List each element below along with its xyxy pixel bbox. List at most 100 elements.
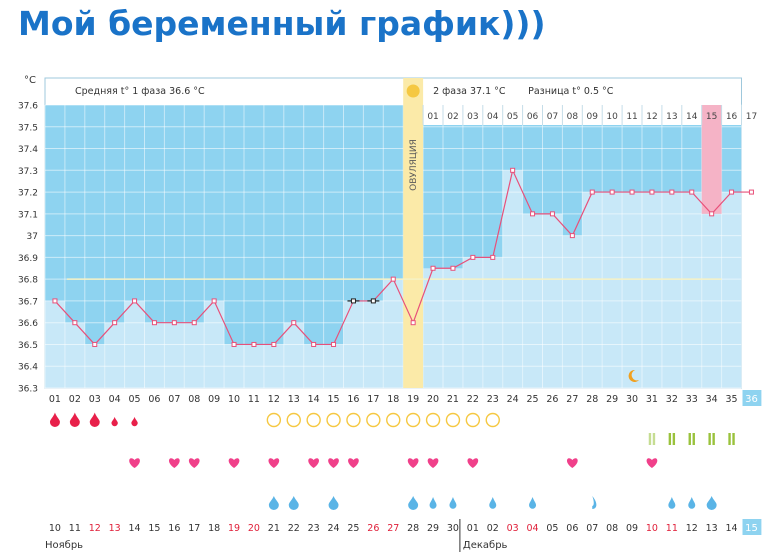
temp-point — [709, 211, 715, 217]
y-tick-label: 37 — [27, 232, 38, 242]
test-icon — [708, 433, 711, 445]
cycle-day-label: 13 — [288, 394, 300, 405]
phase2-day-label: 14 — [686, 112, 698, 122]
cycle-day-label: 12 — [268, 394, 280, 405]
cycle-day-label: 36 — [745, 394, 758, 405]
circle-icon — [425, 412, 441, 428]
current-date-box — [742, 519, 762, 535]
calendar-date-label: 14 — [129, 523, 141, 534]
cycle-day-label: 25 — [527, 394, 539, 405]
temp-point — [112, 320, 118, 326]
cycle-day-label: 28 — [586, 394, 598, 405]
phase2-day-label: 12 — [646, 112, 657, 122]
cycle-day-label: 21 — [447, 394, 459, 405]
calendar-date-label: 21 — [268, 523, 280, 534]
cycle-day-label: 18 — [387, 394, 399, 405]
calendar-date-label: 14 — [726, 523, 738, 534]
temp-point — [291, 320, 297, 326]
current-cycle-day-box — [742, 390, 762, 406]
test-icon — [672, 433, 676, 445]
heart-icon — [427, 458, 439, 468]
heart-icon — [646, 458, 658, 468]
phase1-label: Средняя t° 1 фаза 36.6 °C — [75, 86, 205, 97]
water-drop-icon — [706, 496, 717, 510]
calendar-date-label: 25 — [347, 523, 359, 534]
y-tick-label: 36.3 — [18, 385, 38, 395]
water-drop-icon — [328, 496, 339, 510]
calendar-date-label: 09 — [626, 523, 638, 534]
heart-icon — [328, 458, 339, 468]
phase2-day-label: 17 — [746, 112, 757, 122]
calendar-date-label: 17 — [188, 523, 200, 534]
calendar-date-label: 15 — [148, 523, 160, 534]
sun-icon — [406, 84, 420, 98]
temp-point — [151, 320, 157, 326]
calendar-date-label: 10 — [646, 523, 658, 534]
circle-icon — [326, 412, 341, 428]
cycle-day-label: 33 — [686, 394, 698, 405]
phase2-day-label: 08 — [567, 112, 579, 122]
water-drop-icon — [429, 497, 437, 509]
calendar-date-label: 12 — [686, 523, 698, 534]
y-tick-label: 36.8 — [18, 276, 38, 286]
y-tick-label: 37.6 — [18, 102, 38, 112]
y-tick-label: 36.6 — [18, 319, 38, 329]
temp-point — [569, 233, 575, 239]
test-icon — [732, 433, 735, 445]
temp-area-bar — [164, 322, 185, 388]
y-axis-unit: °C — [24, 75, 36, 86]
y-tick-label: 36.7 — [18, 297, 38, 307]
cycle-day-label: 30 — [626, 394, 638, 405]
temp-point — [729, 189, 735, 195]
temp-point — [211, 298, 217, 304]
water-drop-icon — [408, 496, 419, 510]
cycle-day-label: 26 — [546, 394, 558, 405]
water-drop-icon — [688, 497, 696, 509]
cycle-day-label: 01 — [49, 394, 61, 405]
temp-area-bar — [721, 192, 742, 388]
calendar-date-label: 11 — [69, 523, 81, 534]
y-tick-label: 37.2 — [18, 189, 38, 199]
temp-point — [748, 189, 754, 195]
temp-area-bar — [104, 322, 125, 388]
calendar-date-label: 28 — [407, 523, 419, 534]
temp-point — [350, 298, 356, 304]
heart-icon — [566, 458, 578, 468]
temp-point — [510, 167, 516, 173]
water-drop-icon — [288, 496, 299, 510]
phase2-day-label: 13 — [666, 112, 677, 122]
calendar-date-label: 10 — [49, 523, 61, 534]
y-tick-label: 37.4 — [18, 145, 38, 155]
moon-icon — [628, 369, 640, 382]
temp-point — [470, 254, 476, 260]
temperature-diff-label: Разница t° 0.5 °C — [528, 86, 614, 97]
phase2-label: 2 фаза 37.1 °C — [433, 86, 506, 97]
calendar-date-label: 12 — [89, 523, 101, 534]
test-icon — [648, 433, 652, 445]
y-tick-label: 37.3 — [18, 167, 38, 177]
temp-point — [649, 189, 655, 195]
calendar-date-label: 23 — [308, 523, 320, 534]
temp-point — [430, 265, 436, 271]
test-icon — [712, 433, 715, 445]
calendar-date-label: 15 — [745, 523, 758, 534]
ovulation-column — [403, 78, 424, 388]
temp-point — [331, 341, 337, 347]
phase2-day-label: 03 — [467, 112, 478, 122]
temp-area-bar — [423, 268, 443, 388]
y-tick-label: 37.5 — [18, 123, 38, 133]
calendar-date-label: 06 — [566, 523, 578, 534]
calendar-date-label: 04 — [527, 523, 539, 534]
y-tick-label: 36.5 — [18, 341, 38, 351]
calendar-date-label: 13 — [706, 523, 718, 534]
cycle-day-label: 15 — [328, 394, 340, 405]
circle-icon — [405, 412, 421, 428]
test-icon — [688, 433, 691, 445]
cycle-day-label: 31 — [646, 394, 658, 405]
temp-point — [52, 298, 58, 304]
phase2-day-label: 06 — [527, 112, 539, 122]
calendar-date-label: 27 — [387, 523, 399, 534]
cycle-day-label: 06 — [148, 394, 160, 405]
circle-icon — [465, 412, 481, 428]
test-icon — [692, 433, 695, 445]
